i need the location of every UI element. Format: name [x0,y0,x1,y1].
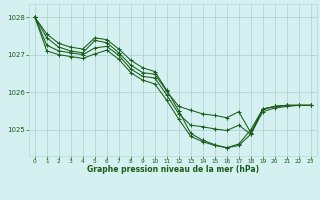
X-axis label: Graphe pression niveau de la mer (hPa): Graphe pression niveau de la mer (hPa) [87,165,259,174]
